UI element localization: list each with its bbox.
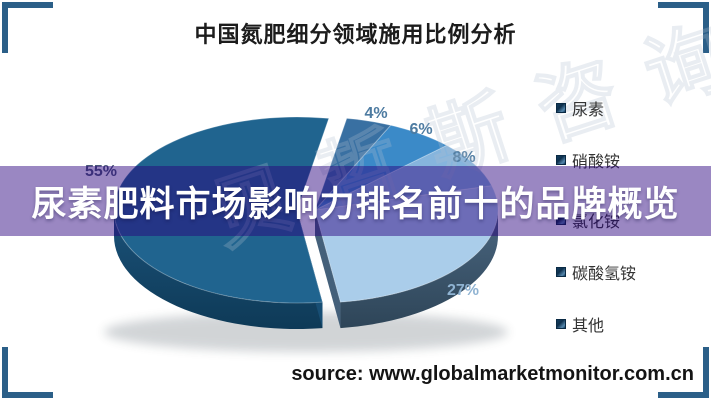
legend-item: 其他 [556, 312, 604, 336]
headline-text: 尿素肥料市场影响力排名前十的品牌概览 [31, 184, 680, 224]
pie-slice-氯化铵 [314, 124, 448, 211]
legend-item-label: 氯化铵 [572, 214, 621, 231]
pie-slice-其他 [314, 185, 499, 303]
frame-corner-top-right-icon [658, 2, 709, 53]
pie-slice-硝酸铵 [314, 117, 392, 211]
frame-corner-bottom-right-icon [658, 347, 709, 398]
slice-label-硝酸铵: 4% [364, 105, 388, 122]
chart-title: 中国氮肥细分领域施用比例分析 [194, 22, 517, 47]
pie-slice-尿素 [113, 116, 330, 304]
legend-item: 硝酸铵 [556, 148, 620, 172]
pie-shadow [104, 312, 508, 352]
legend-marker-icon [556, 267, 566, 277]
pie-slice-side [114, 210, 323, 330]
slice-label-尿素: 55% [84, 163, 118, 180]
slice-label-氯化铵: 6% [409, 121, 433, 138]
legend-item-label: 碳酸氢铵 [572, 266, 637, 283]
slice-label-其他: 27% [446, 282, 480, 299]
headline-banner: 尿素肥料市场影响力排名前十的品牌概览 [0, 166, 711, 236]
legend-item: 氯化铵 [556, 208, 620, 232]
legend-marker-icon [556, 319, 566, 329]
legend-item: 碳酸氢铵 [556, 260, 636, 284]
legend-item: 尿素 [556, 96, 604, 120]
pie-slice-side [340, 210, 498, 329]
slice-label-碳酸氢铵: 8% [452, 149, 476, 166]
chart-legend: 尿素硝酸铵氯化铵碳酸氢铵其他 [556, 0, 706, 400]
legend-marker-icon [556, 155, 566, 165]
source-attribution: source: www.globalmarketmonitor.com.cn [291, 363, 694, 385]
frame-corner-top-left-icon [2, 2, 53, 53]
pie-slice-cut-face [315, 210, 341, 329]
legend-item-label: 尿素 [572, 102, 605, 119]
legend-marker-icon [556, 103, 566, 113]
legend-marker-icon [556, 215, 566, 225]
legend-item-label: 其他 [572, 318, 605, 335]
pie-slice-碳酸氢铵 [314, 144, 493, 211]
frame-corner-bottom-left-icon [2, 347, 53, 398]
legend-item-label: 硝酸铵 [572, 154, 621, 171]
